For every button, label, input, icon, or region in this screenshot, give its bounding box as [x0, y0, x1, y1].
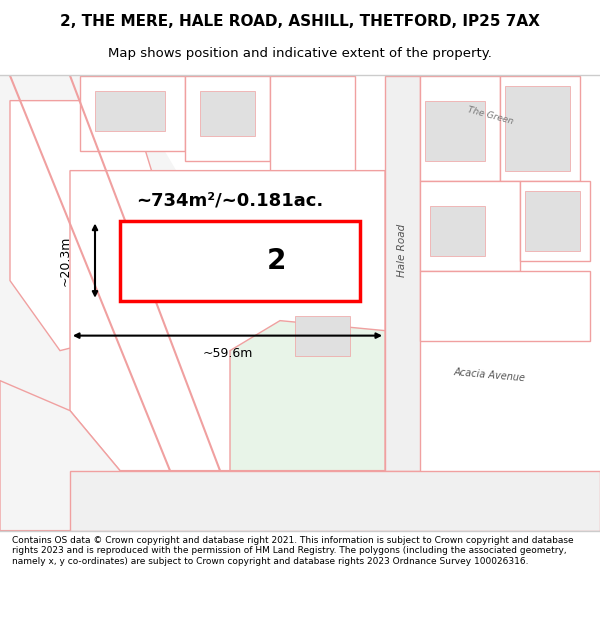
Text: Contains OS data © Crown copyright and database right 2021. This information is : Contains OS data © Crown copyright and d…	[12, 536, 574, 566]
Bar	[420, 181, 520, 271]
Bar	[430, 206, 485, 256]
Bar	[80, 76, 185, 151]
Bar	[520, 181, 590, 261]
Text: 2, THE MERE, HALE ROAD, ASHILL, THETFORD, IP25 7AX: 2, THE MERE, HALE ROAD, ASHILL, THETFORD…	[60, 14, 540, 29]
Text: The Green: The Green	[466, 105, 514, 126]
Text: Map shows position and indicative extent of the property.: Map shows position and indicative extent…	[108, 48, 492, 61]
Text: 2: 2	[266, 247, 286, 274]
Bar	[505, 86, 570, 171]
Bar	[525, 191, 580, 251]
Bar	[185, 76, 270, 161]
Bar	[95, 91, 165, 131]
Bar	[500, 76, 580, 181]
Polygon shape	[0, 381, 120, 531]
Polygon shape	[0, 76, 200, 531]
Bar	[425, 101, 485, 161]
Polygon shape	[10, 101, 170, 351]
Bar	[385, 76, 420, 471]
Text: ~20.3m: ~20.3m	[59, 236, 71, 286]
Text: Acacia Avenue: Acacia Avenue	[454, 368, 526, 384]
FancyBboxPatch shape	[120, 221, 360, 301]
Polygon shape	[70, 171, 385, 471]
Text: ~734m²/~0.181ac.: ~734m²/~0.181ac.	[136, 192, 323, 209]
Bar	[200, 91, 255, 136]
Bar	[420, 271, 590, 341]
Bar	[70, 471, 600, 531]
Polygon shape	[230, 321, 385, 471]
Bar	[270, 76, 355, 171]
Bar	[295, 316, 350, 356]
Text: Hale Road: Hale Road	[397, 224, 407, 278]
Text: ~59.6m: ~59.6m	[202, 347, 253, 360]
Bar	[420, 76, 500, 181]
